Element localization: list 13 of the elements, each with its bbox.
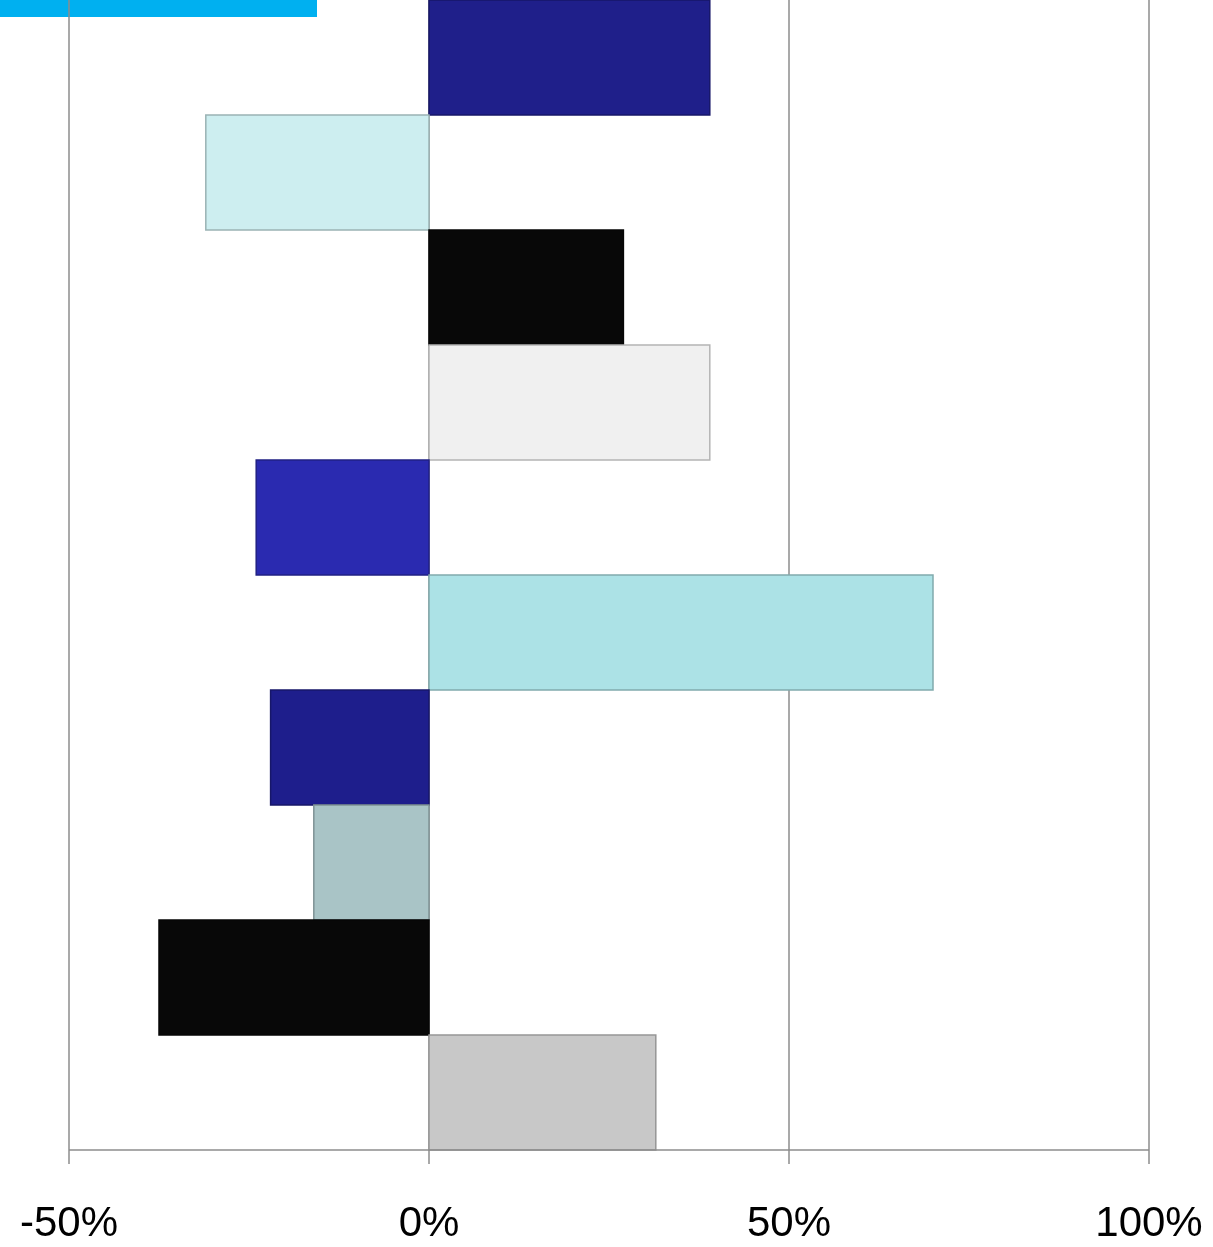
bar [428, 229, 625, 346]
x-tick-label: -50% [19, 1198, 119, 1245]
bar [269, 689, 430, 806]
bar [428, 574, 934, 691]
bar [255, 459, 430, 576]
bar [313, 804, 430, 921]
x-tick-label: 0% [398, 1198, 460, 1245]
x-tick-label: 50% [746, 1198, 832, 1245]
bar [205, 114, 430, 231]
bar [428, 344, 711, 461]
x-tick-label: 100% [1095, 1198, 1203, 1245]
bar [428, 0, 711, 116]
bar [158, 919, 430, 1036]
